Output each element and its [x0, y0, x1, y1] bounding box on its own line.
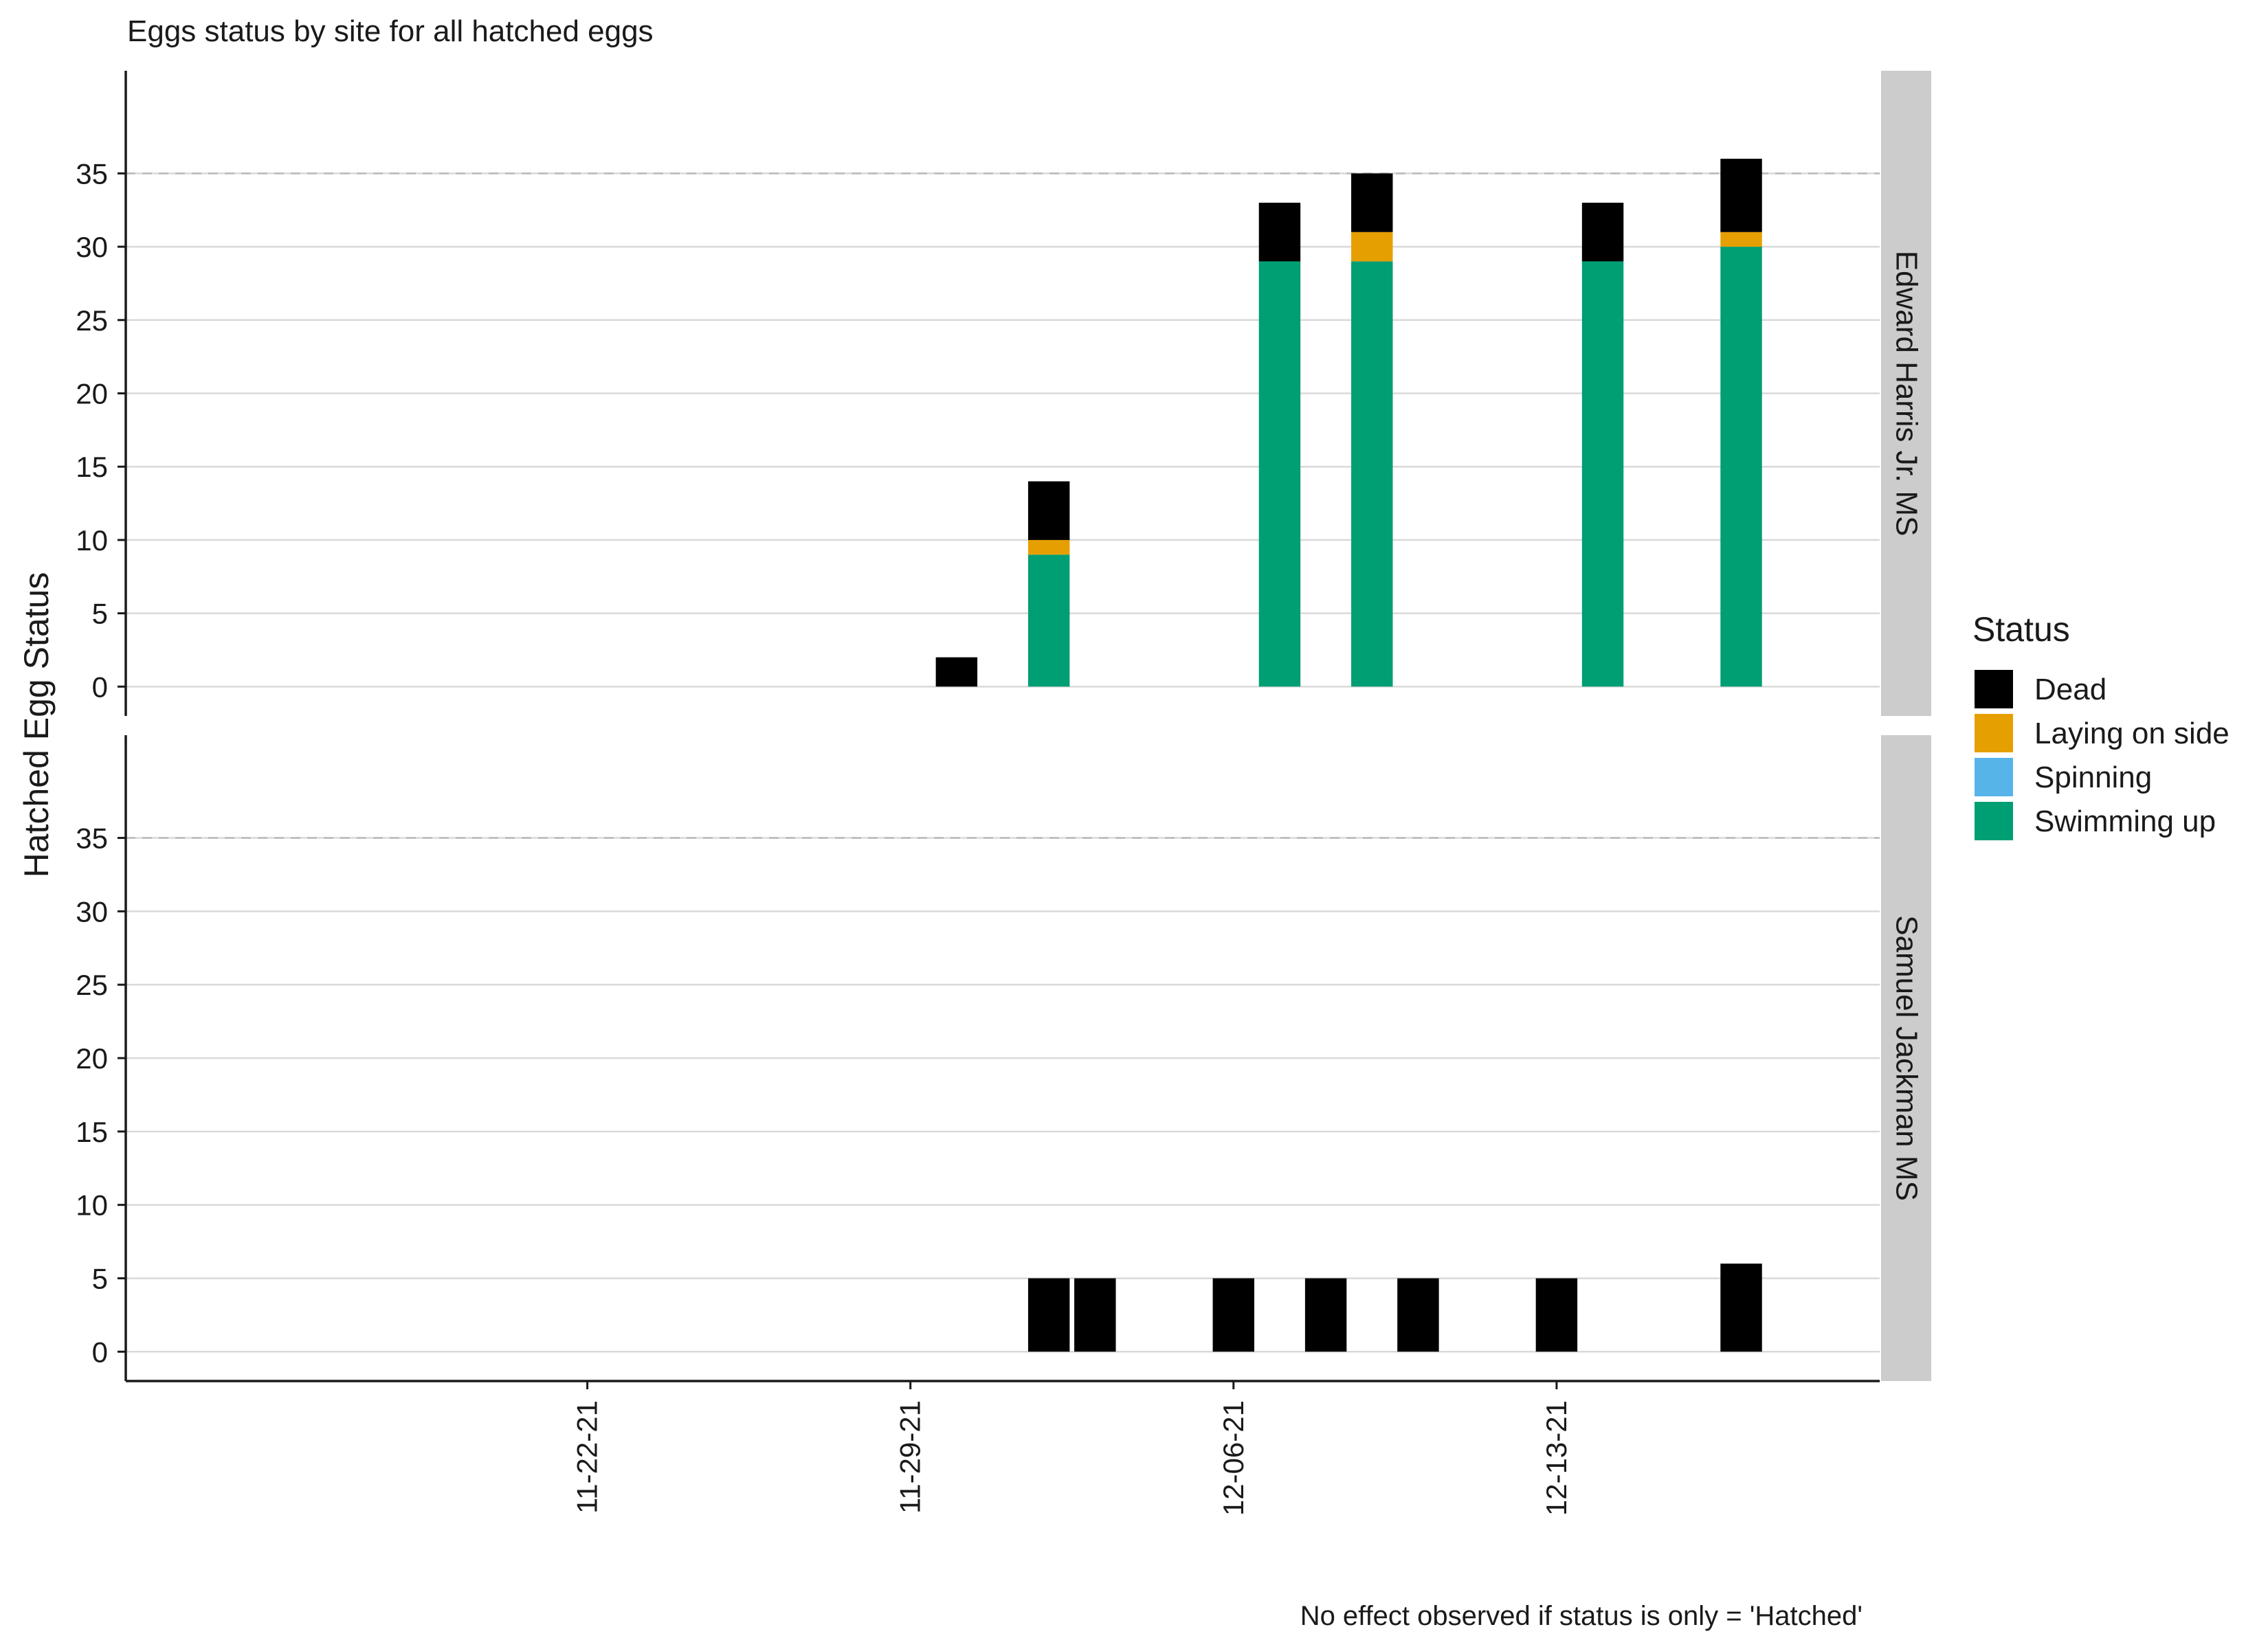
y-tick-label: 10	[76, 1189, 108, 1222]
y-tick-label: 5	[92, 1262, 108, 1294]
bar-segment-laying-on-side	[1351, 232, 1393, 262]
bar-segment-swimming-up	[1258, 261, 1301, 687]
y-tick-label: 30	[76, 231, 108, 263]
legend-label: Spinning	[2034, 761, 2152, 794]
bar-segment-swimming-up	[1351, 261, 1393, 687]
x-axis: 11-22-21 11-29-21 12-06-21 12-13-21	[126, 1380, 1880, 1516]
bar-segment-dead	[1258, 203, 1301, 262]
bar-segment-laying-on-side	[1027, 539, 1070, 555]
chart-title: Eggs status by site for all hatched eggs	[127, 14, 654, 48]
legend-key-spinning	[1975, 758, 2013, 796]
bar-segment-dead	[1027, 1278, 1070, 1352]
bar-segment-dead	[1397, 1278, 1439, 1352]
facet-panels: 0 5 10 15 20 25 30 35 Edward Harris Jr. MS 0 5 10 15…	[76, 71, 1931, 1381]
facet-panel-2: 0 5 10 15 20 25 30 35 Samuel Jackman MS	[76, 735, 1931, 1381]
bar-segment-dead	[1212, 1278, 1255, 1352]
legend-title: Status	[1972, 610, 2070, 649]
bar-segment-dead	[1351, 173, 1393, 232]
y-tick-label: 25	[76, 969, 108, 1001]
y-axis-label: Hatched Egg Status	[17, 572, 56, 878]
legend-key-swimming-up	[1975, 802, 2013, 840]
y-tick-label: 35	[76, 822, 108, 855]
facet-panel-1: 0 5 10 15 20 25 30 35 Edward Harris Jr. MS	[76, 71, 1931, 716]
bar-segment-dead	[1535, 1278, 1578, 1352]
y-tick-label: 15	[76, 451, 108, 483]
facet-strip-label: Edward Harris Jr. MS	[1890, 251, 1924, 537]
bar-segment-swimming-up	[1581, 261, 1624, 687]
facet-strip-label: Samuel Jackman MS	[1890, 915, 1924, 1201]
y-tick-label: 15	[76, 1116, 108, 1148]
x-tick-label: 11-22-21	[571, 1400, 603, 1514]
bar-segment-swimming-up	[1720, 247, 1762, 687]
y-tick-label: 0	[92, 671, 108, 703]
bar-segment-laying-on-side	[1720, 232, 1762, 247]
legend-label: Dead	[2034, 673, 2106, 706]
bar-segment-dead	[1074, 1278, 1116, 1352]
legend: Status Dead Laying on side Spinning Swimming…	[1972, 610, 2230, 840]
x-tick-label: 12-06-21	[1217, 1400, 1249, 1516]
y-tick-label: 20	[76, 1042, 108, 1075]
bar-segment-dead	[1581, 203, 1624, 262]
bar-segment-swimming-up	[1027, 554, 1070, 687]
bar-segment-dead	[935, 657, 978, 687]
bar-segment-dead	[1720, 159, 1762, 232]
y-tick-label: 0	[92, 1336, 108, 1368]
legend-label: Swimming up	[2034, 805, 2216, 838]
bar-segment-dead	[1027, 481, 1070, 540]
y-tick-label: 35	[76, 157, 108, 190]
x-tick-label: 11-29-21	[894, 1400, 926, 1514]
bar-segment-dead	[1720, 1264, 1762, 1352]
y-tick-label: 25	[76, 304, 108, 337]
y-tick-label: 20	[76, 378, 108, 410]
facet-strip	[1881, 735, 1931, 1381]
legend-label: Laying on side	[2034, 717, 2230, 750]
y-tick-label: 30	[76, 895, 108, 928]
facet-strip	[1881, 71, 1931, 716]
y-tick-label: 10	[76, 524, 108, 557]
chart-caption: No effect observed if status is only = '…	[1300, 1601, 1863, 1631]
legend-key-laying-on-side	[1975, 714, 2013, 752]
y-tick-label: 5	[92, 598, 108, 630]
legend-key-dead	[1975, 670, 2013, 708]
bar-segment-dead	[1304, 1278, 1347, 1352]
x-tick-label: 12-13-21	[1540, 1400, 1572, 1516]
